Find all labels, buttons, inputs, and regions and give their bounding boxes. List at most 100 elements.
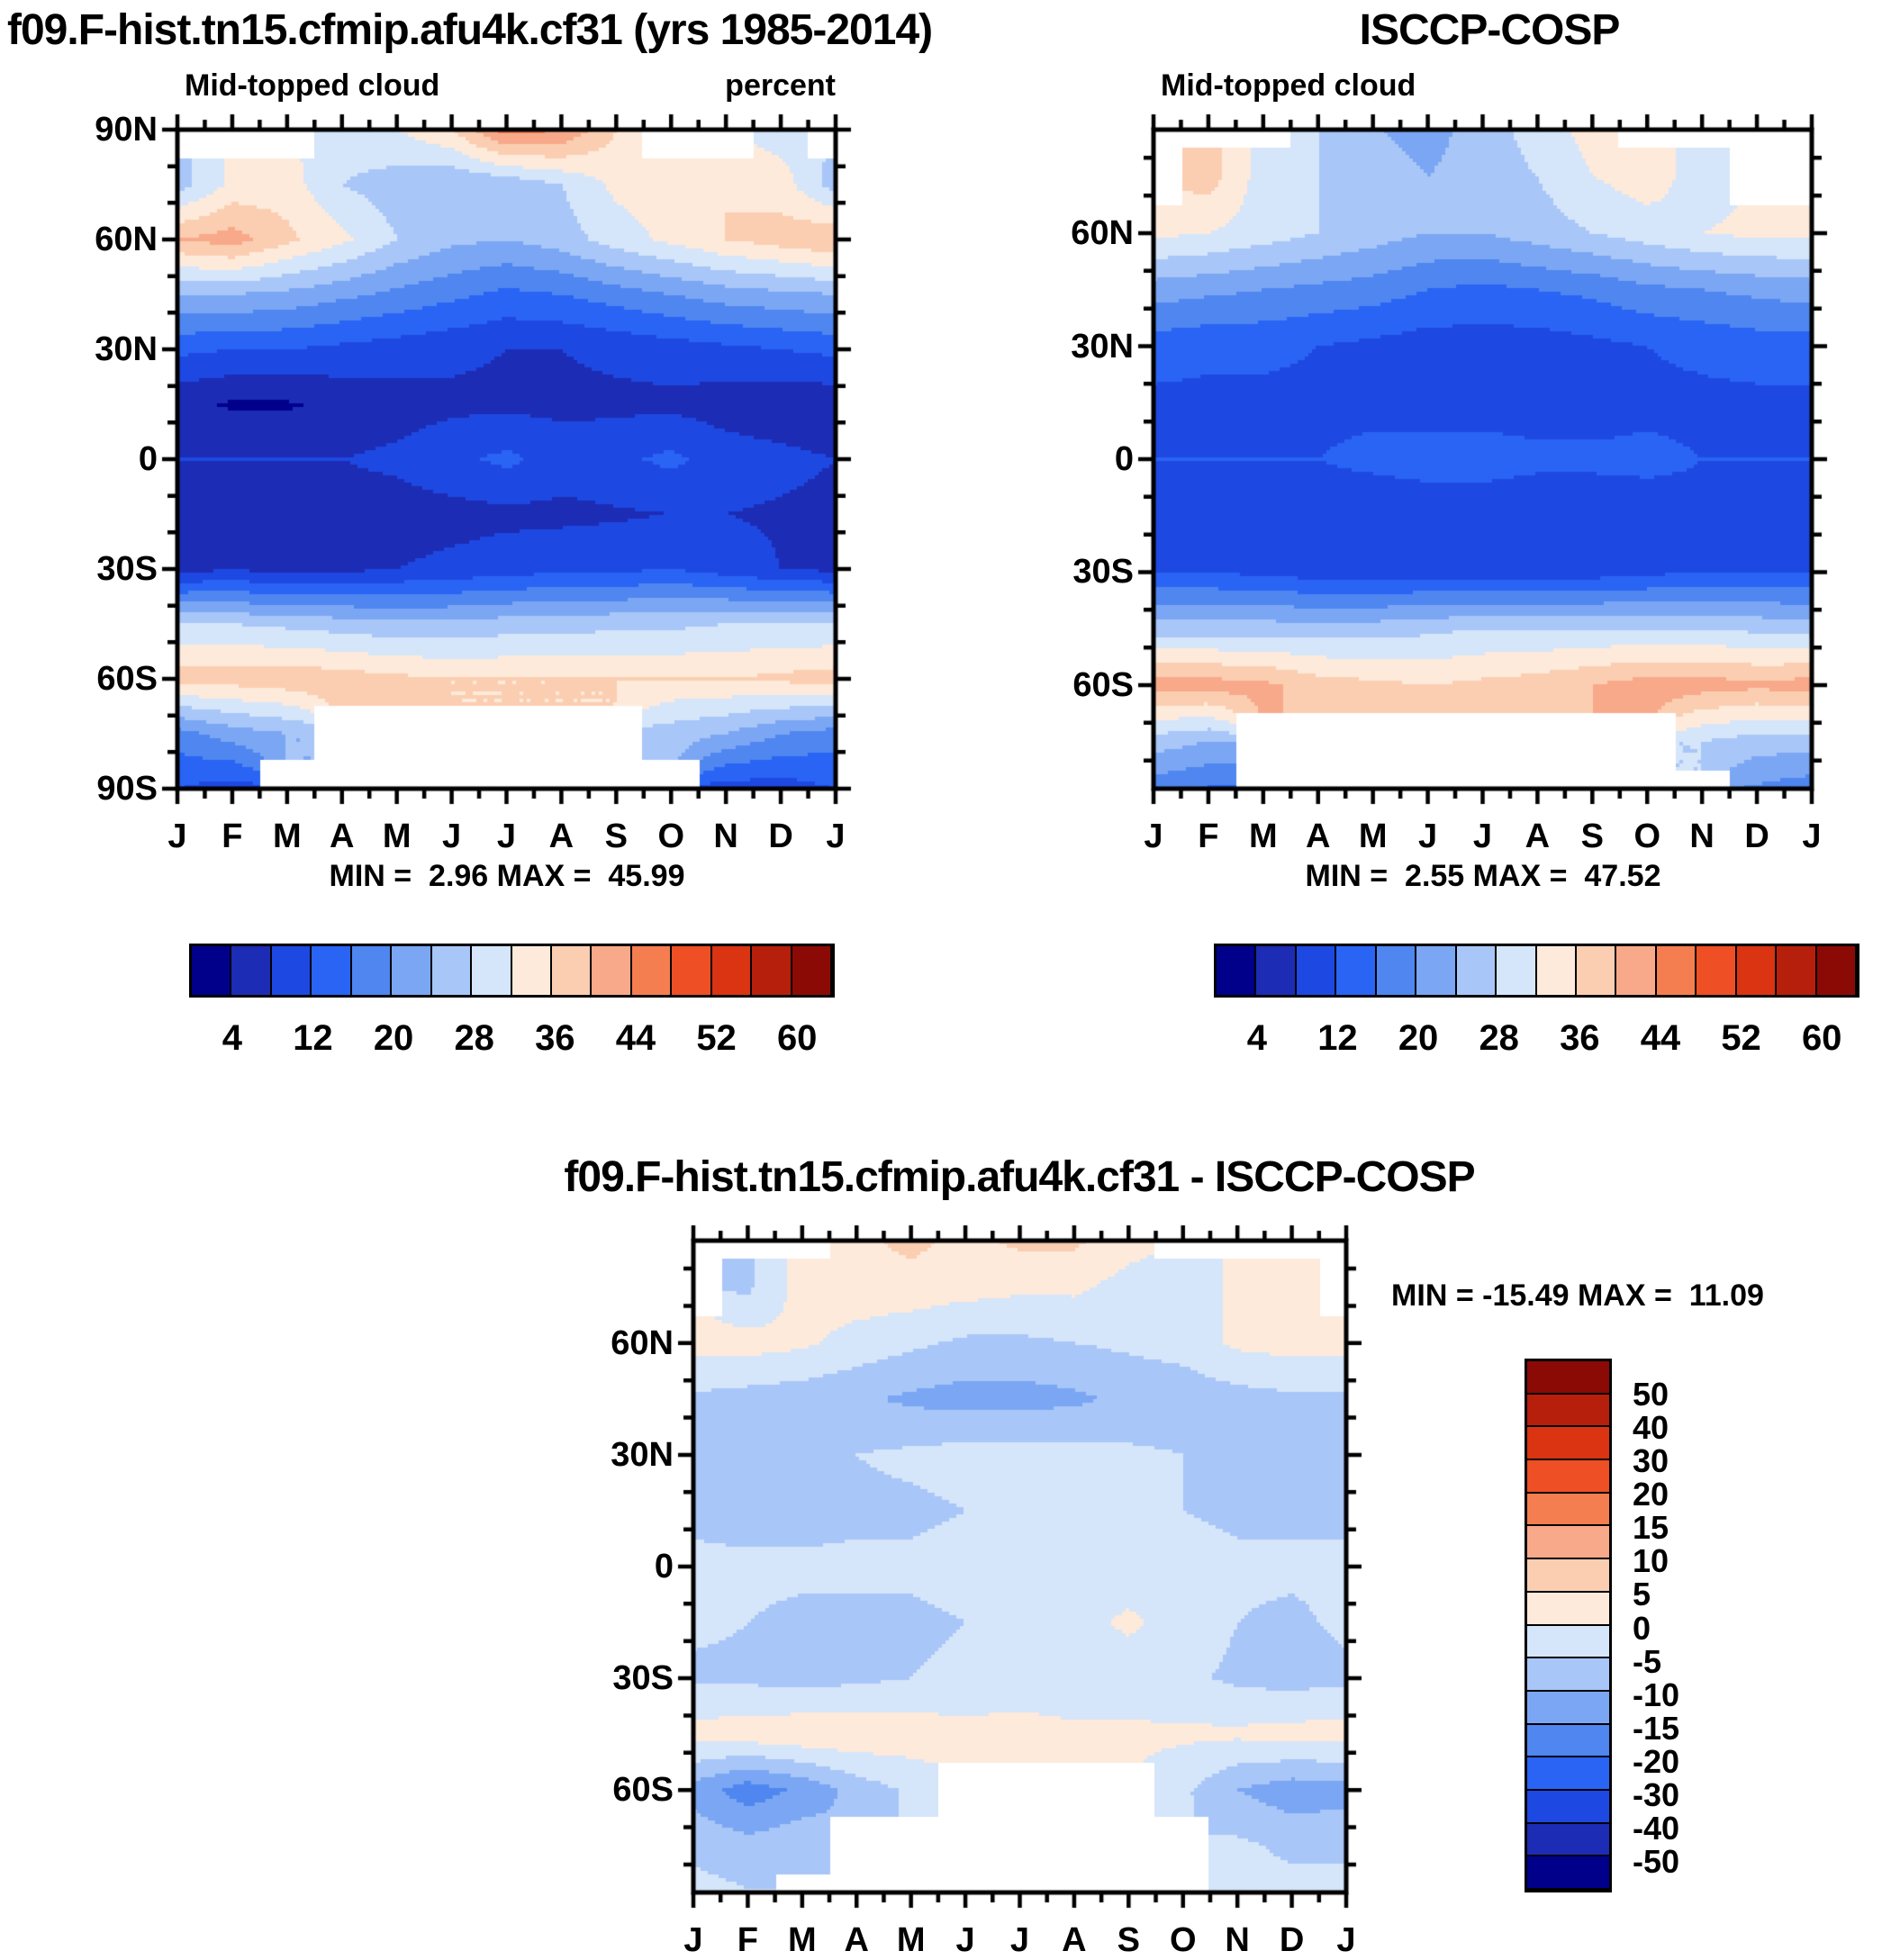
colorbar-cell [1527, 1592, 1609, 1626]
x-tick-label: J [1144, 817, 1163, 855]
x-tick-label: D [1744, 817, 1769, 855]
colorbar-tick-label: 0 [1633, 1609, 1651, 1647]
colorbar-tick-label: 60 [1801, 1018, 1842, 1058]
x-tick-label: A [1062, 1921, 1087, 1959]
difference-minmax-annotation: MIN = -15.49 MAX = 11.09 [1391, 1278, 1764, 1313]
y-tick-label: 90S [96, 770, 158, 808]
colorbar-tick-label: 15 [1633, 1509, 1669, 1547]
y-tick-label: 0 [138, 440, 158, 478]
colorbar-cell [1527, 1625, 1609, 1659]
x-tick-label: M [896, 1921, 926, 1959]
colorbar-cell [1736, 946, 1778, 995]
obs-contour-plot [1134, 110, 1832, 808]
colorbar-tick-label: 20 [373, 1018, 414, 1058]
obs-colorbar: 4 12 20 28 36 44 52 60 [1214, 944, 1859, 1056]
colorbar-cell [1456, 946, 1497, 995]
model-units-label: percent [725, 68, 836, 103]
x-tick-label: M [788, 1921, 817, 1959]
x-tick-label: J [167, 817, 187, 855]
obs-panel-title: ISCCP-COSP [1359, 6, 1621, 54]
y-tick-label: 90N [95, 111, 158, 149]
difference-colorbar: 50 40 30 20 15 10 5 0 -5 -10 -15 -20 -30 -40 -50 [1525, 1359, 1679, 1892]
colorbar-cell [351, 946, 393, 995]
x-tick-label: J [1472, 817, 1493, 855]
colorbar-tick-label: -15 [1633, 1709, 1680, 1747]
colorbar-cell [551, 946, 593, 995]
y-tick-label: 30S [1072, 553, 1134, 592]
colorbar-cell [271, 946, 312, 995]
colorbar-cell [1527, 1559, 1609, 1593]
y-tick-label: 60N [611, 1323, 674, 1362]
colorbar-cell [1527, 1493, 1609, 1527]
colorbar-cell [392, 946, 432, 995]
colorbar-cell [711, 946, 753, 995]
obs-minmax-annotation: MIN = 2.55 MAX = 47.52 [1305, 859, 1661, 893]
colorbar-tick-label: 52 [696, 1018, 737, 1058]
x-tick-label: F [222, 817, 243, 855]
colorbar-cell [1536, 946, 1577, 995]
x-tick-label: J [1009, 1921, 1030, 1959]
x-tick-label: D [1279, 1921, 1305, 1959]
x-tick-label: A [1525, 817, 1551, 855]
x-tick-label: J [496, 817, 517, 855]
colorbar-tick-label: -20 [1633, 1742, 1680, 1780]
colorbar-tick-label: 52 [1721, 1018, 1761, 1058]
model-panel-title: f09.F-hist.tn15.cfmip.afu4k.cf31 (yrs 19… [7, 6, 933, 54]
colorbar-cell [1527, 1658, 1609, 1692]
model-contour-plot [158, 110, 855, 808]
colorbar-cell [1527, 1823, 1609, 1857]
y-tick-label: 60S [1072, 665, 1134, 704]
model-minmax-annotation: MIN = 2.96 MAX = 45.99 [329, 859, 685, 893]
x-tick-label: J [683, 1921, 703, 1959]
colorbar-cell [192, 946, 232, 995]
colorbar-tick-label: 20 [1633, 1476, 1669, 1513]
colorbar-cell [1527, 1394, 1609, 1428]
x-tick-label: J [955, 1921, 975, 1959]
x-tick-label: S [1580, 817, 1605, 855]
y-tick-label: 30S [96, 550, 158, 588]
y-tick-label: 0 [654, 1548, 674, 1585]
y-tick-label: 30N [611, 1435, 674, 1474]
x-tick-label: J [1802, 817, 1822, 855]
colorbar-tick-label: 4 [222, 1018, 242, 1058]
y-tick-label: 30N [1071, 327, 1134, 366]
colorbar-cell [752, 946, 792, 995]
x-tick-label: N [1689, 817, 1715, 855]
colorbar-cell [1527, 1460, 1609, 1494]
x-tick-label: A [330, 817, 355, 855]
colorbar-tick-label: -40 [1633, 1809, 1680, 1847]
model-contour-panel: J F M A M J J A S O N D J 90N 60N 30N 0 30S 60S 90S [95, 110, 855, 854]
x-tick-label: A [1306, 817, 1331, 855]
colorbar-tick-label: 5 [1633, 1576, 1651, 1613]
colorbar-tick-label: 12 [293, 1018, 333, 1058]
colorbar-cell [1777, 946, 1817, 995]
x-tick-label: J [826, 817, 846, 855]
y-tick-label: 60S [612, 1771, 674, 1810]
colorbar-cell [431, 946, 473, 995]
colorbar-tick-label: 50 [1633, 1376, 1669, 1414]
obs-contour-panel: J F M A M J J A S O N D J 60N 30N 0 30S 60S [1071, 110, 1832, 854]
y-tick-label: 30N [95, 330, 158, 368]
x-tick-label: S [1117, 1921, 1141, 1959]
model-variable-label: Mid-topped cloud [185, 68, 440, 103]
x-tick-label: O [657, 817, 685, 855]
x-tick-label: O [1169, 1921, 1197, 1959]
colorbar-cell [1527, 1691, 1609, 1725]
colorbar-tick-label: 60 [776, 1018, 818, 1058]
difference-contour-panel: J F M A M J J A S O N D J 60N 30N 0 30S 60S [611, 1221, 1366, 1957]
colorbar-tick-label: -10 [1633, 1675, 1680, 1713]
colorbar-cell [1416, 946, 1457, 995]
colorbar-cell [1616, 946, 1657, 995]
colorbar-cell [1527, 1361, 1609, 1395]
colorbar-cell [1527, 1427, 1609, 1461]
x-tick-label: M [382, 817, 412, 855]
colorbar-tick-label: 28 [1479, 1018, 1519, 1058]
colorbar-cell [231, 946, 272, 995]
colorbar-tick-label: -50 [1633, 1842, 1680, 1880]
colorbar-tick-label: 4 [1246, 1018, 1267, 1058]
colorbar-cell [1527, 1526, 1609, 1560]
x-tick-label: J [1336, 1921, 1356, 1959]
colorbar-cell [511, 946, 552, 995]
y-tick-label: 60N [1071, 214, 1134, 253]
colorbar-cell [1656, 946, 1697, 995]
